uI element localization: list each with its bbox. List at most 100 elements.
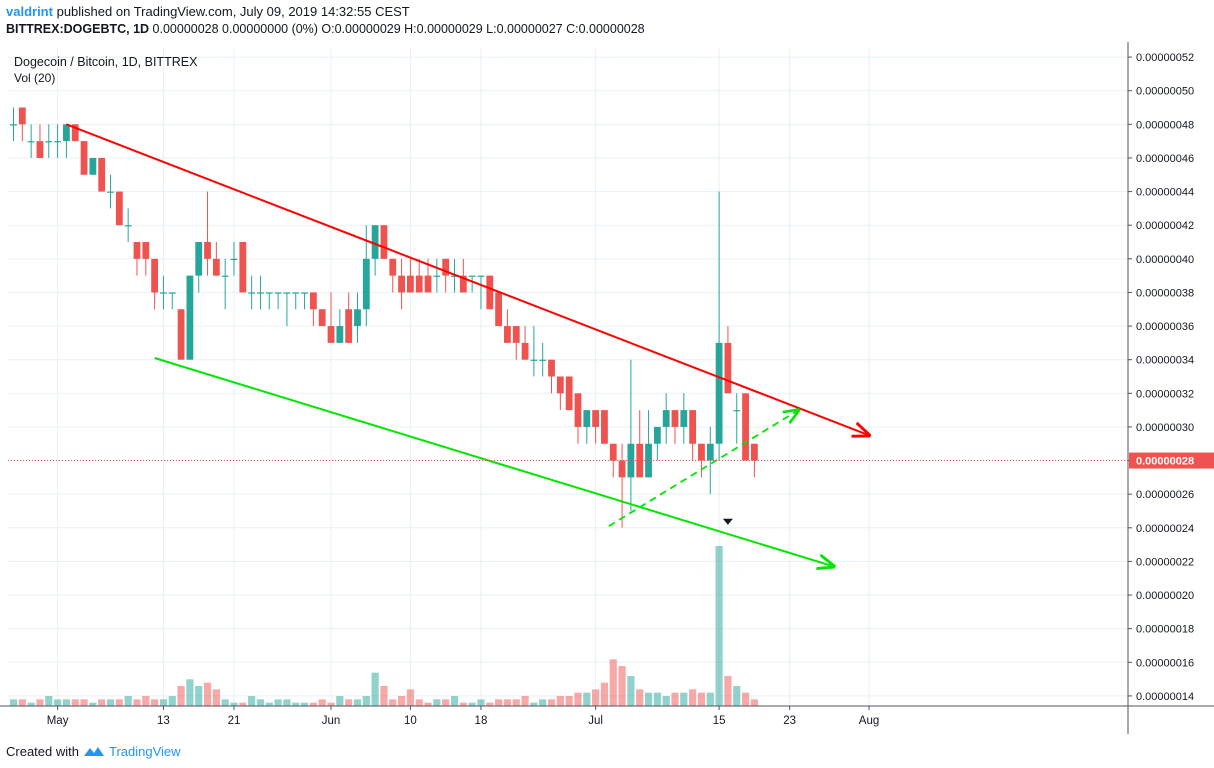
volume-bar — [9, 699, 18, 706]
candle-body — [645, 443, 652, 478]
volume-bar — [203, 682, 212, 706]
candle-body — [54, 141, 61, 143]
volume-bar — [274, 699, 282, 706]
volume-bar — [706, 692, 714, 706]
volume-bar — [627, 676, 635, 706]
candle-body — [354, 309, 361, 327]
volume-bar — [653, 692, 661, 706]
candle-body — [10, 124, 17, 126]
x-tick-label: 10 — [404, 715, 417, 727]
author-link[interactable]: valdrint — [6, 4, 53, 19]
trendlines[interactable] — [66, 123, 869, 566]
volume-bar — [689, 689, 697, 706]
y-tick-label: 0.00000024 — [1136, 523, 1194, 535]
volume-bar — [36, 699, 44, 706]
candle-body — [160, 292, 167, 294]
volume-bar — [380, 686, 388, 706]
candle-body — [89, 157, 97, 175]
x-tick-label: 15 — [713, 715, 726, 727]
volume-bars — [9, 546, 758, 706]
candle-body — [257, 292, 264, 294]
x-tick-label: 21 — [228, 715, 241, 727]
volume-bar — [265, 702, 273, 706]
volume-bar — [680, 692, 688, 706]
volume-bar — [151, 699, 159, 706]
projection-dashed-line — [608, 410, 799, 527]
volume-bar — [662, 696, 670, 706]
volume-bar — [397, 696, 406, 706]
candle-body — [653, 426, 661, 444]
y-tick-label: 0.00000026 — [1136, 489, 1194, 501]
candle-body — [36, 141, 44, 158]
volume-bar — [177, 686, 185, 706]
candle-body — [177, 309, 185, 360]
volume-bar — [239, 702, 247, 706]
candle-body — [27, 141, 35, 143]
y-tick-label: 0.00000020 — [1136, 590, 1194, 602]
candle-body — [433, 275, 441, 277]
volume-bar — [318, 699, 326, 706]
candle-body — [186, 275, 194, 360]
volume-bar — [212, 689, 220, 706]
candle-body — [539, 359, 547, 361]
price-chart[interactable]: 0.00000014 0.00000016 0.00000018 0.00000020… — [0, 42, 1214, 734]
volume-bar — [133, 699, 141, 706]
candle-body — [221, 275, 229, 277]
grid-lines — [8, 47, 1128, 706]
volume-bar — [327, 702, 335, 706]
chart-area[interactable]: 0.00000014 0.00000016 0.00000018 0.00000020… — [0, 42, 1214, 734]
candle-body — [451, 275, 458, 277]
candle-body — [63, 124, 70, 142]
volume-bar — [600, 682, 609, 706]
candle-body — [601, 410, 608, 444]
volume-bar — [671, 692, 679, 706]
candle-body — [583, 410, 591, 427]
volume-bar — [644, 692, 653, 706]
candle-body — [151, 258, 159, 293]
candle-body — [292, 292, 300, 294]
volume-bar — [477, 699, 485, 706]
y-tick-label: 0.00000030 — [1136, 422, 1194, 434]
candle-body — [680, 410, 688, 427]
volume-bar — [221, 699, 229, 706]
ohlc-values: 0.00000028 0.00000000 (0%) O:0.00000029 … — [152, 22, 645, 36]
published-text: published on TradingView.com, July 09, 2… — [56, 4, 410, 19]
volume-bar — [106, 699, 115, 706]
resistance-trendline — [66, 123, 869, 435]
volume-bar — [186, 679, 194, 706]
tradingview-brand-link[interactable]: TradingView — [108, 743, 181, 759]
candle-body — [124, 225, 132, 227]
volume-bar — [592, 689, 600, 706]
volume-bar — [697, 692, 706, 706]
candle-body — [574, 393, 582, 427]
created-with-label: Created with — [6, 743, 79, 759]
volume-bar — [741, 692, 750, 706]
volume-bar — [115, 699, 123, 706]
marker-triangle-icon — [722, 518, 733, 525]
y-tick-label: 0.00000042 — [1136, 220, 1194, 232]
volume-bar — [583, 692, 591, 706]
candle-body — [424, 275, 432, 293]
y-tick-label: 0.00000018 — [1136, 624, 1194, 636]
y-tick-label: 0.00000034 — [1136, 355, 1194, 367]
x-tick-label: 13 — [157, 715, 170, 727]
candle-body — [512, 326, 520, 343]
candle-body — [459, 275, 467, 293]
candle-body — [115, 191, 123, 226]
candle-body — [662, 410, 670, 427]
volume-bar — [609, 659, 617, 706]
support-trendline — [154, 357, 834, 566]
candle-body — [548, 359, 555, 377]
volume-bar — [618, 666, 626, 706]
volume-bar — [503, 699, 512, 706]
volume-bar — [495, 699, 503, 706]
y-tick-label: 0.00000044 — [1136, 187, 1194, 199]
candle-body — [565, 376, 573, 411]
x-tick-label: 23 — [783, 715, 796, 727]
candle-body — [142, 242, 150, 259]
candle-body — [318, 309, 326, 327]
volume-bar — [539, 699, 547, 706]
symbol-line: BITTREX:DOGEBTC, 1D 0.00000028 0.0000000… — [6, 22, 645, 36]
candle-body — [398, 275, 405, 293]
candle-body — [495, 292, 502, 327]
